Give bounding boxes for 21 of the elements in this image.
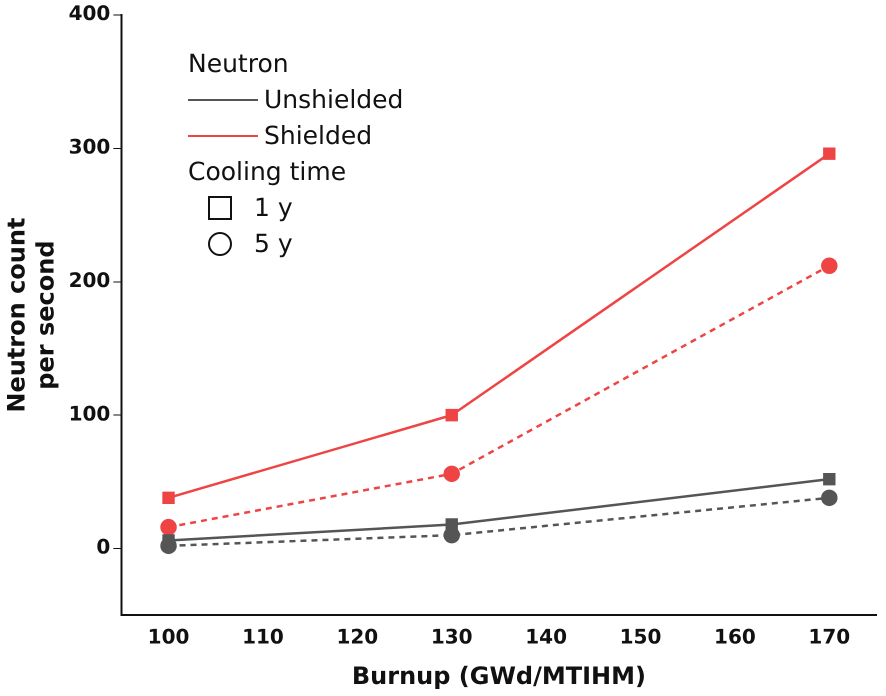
legend-label: Shielded — [264, 120, 372, 152]
x-tick-label: 160 — [714, 624, 756, 648]
x-tick-label: 100 — [148, 624, 190, 648]
y-tick-label: 300 — [68, 134, 110, 159]
x-tick-label: 150 — [620, 624, 662, 648]
y-tick-label: 400 — [68, 1, 110, 26]
y-axis-title: Neutron count per second — [2, 218, 60, 413]
x-tick-label: 140 — [525, 624, 567, 648]
x-tick-label: 120 — [336, 624, 378, 648]
x-tick-label: 110 — [242, 624, 284, 648]
legend-title: Neutron — [188, 48, 289, 80]
x-tick-label: 130 — [430, 624, 473, 648]
x-tick-label: 170 — [808, 624, 850, 648]
annotation: 5 y — [254, 228, 293, 260]
annotation: Cooling time — [188, 156, 346, 188]
legend-label: Unshielded — [264, 84, 404, 116]
y-tick-label: 0 — [96, 534, 110, 559]
annotation: 1 y — [254, 192, 293, 224]
y-tick-label: 100 — [68, 401, 110, 426]
x-axis-title: Burnup (GWd/MTIHM) — [352, 662, 646, 690]
y-tick-label: 200 — [68, 268, 110, 292]
